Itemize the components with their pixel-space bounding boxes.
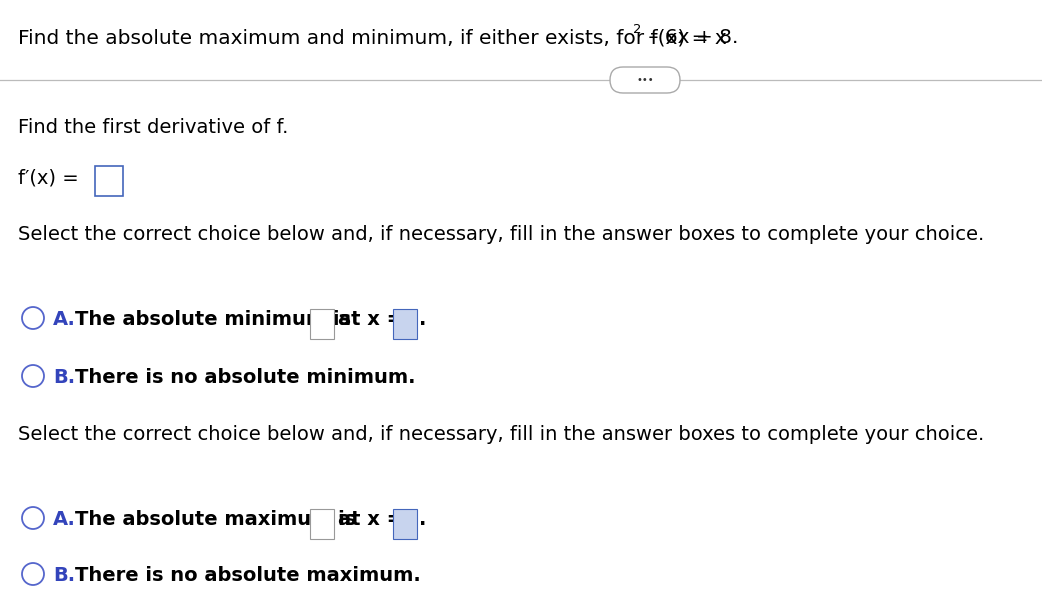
FancyBboxPatch shape — [311, 309, 334, 339]
Text: A.: A. — [53, 310, 76, 329]
Text: •••: ••• — [637, 75, 653, 85]
Text: B.: B. — [53, 566, 75, 585]
Text: Select the correct choice below and, if necessary, fill in the answer boxes to c: Select the correct choice below and, if … — [18, 225, 985, 244]
FancyBboxPatch shape — [393, 509, 417, 539]
FancyBboxPatch shape — [95, 166, 123, 196]
Circle shape — [22, 563, 44, 585]
Text: B.: B. — [53, 368, 75, 387]
Circle shape — [22, 307, 44, 329]
Text: f′(x) =: f′(x) = — [18, 168, 79, 187]
Circle shape — [22, 365, 44, 387]
Text: Select the correct choice below and, if necessary, fill in the answer boxes to c: Select the correct choice below and, if … — [18, 425, 985, 444]
Text: .: . — [419, 510, 426, 529]
Text: at x =: at x = — [338, 310, 403, 329]
Text: .: . — [419, 310, 426, 329]
FancyBboxPatch shape — [311, 509, 334, 539]
Text: A.: A. — [53, 510, 76, 529]
Text: at x =: at x = — [338, 510, 403, 529]
Text: Find the first derivative of f.: Find the first derivative of f. — [18, 118, 289, 137]
Text: – 6x + 8.: – 6x + 8. — [642, 28, 739, 47]
Text: 2: 2 — [632, 23, 642, 36]
Text: There is no absolute minimum.: There is no absolute minimum. — [75, 368, 416, 387]
Text: Find the absolute maximum and minimum, if either exists, for f(x) = x: Find the absolute maximum and minimum, i… — [18, 28, 726, 47]
Text: There is no absolute maximum.: There is no absolute maximum. — [75, 566, 421, 585]
Text: The absolute maximum is: The absolute maximum is — [75, 510, 356, 529]
Text: The absolute minimum is: The absolute minimum is — [75, 310, 351, 329]
Circle shape — [22, 507, 44, 529]
FancyBboxPatch shape — [393, 309, 417, 339]
FancyBboxPatch shape — [610, 67, 680, 93]
